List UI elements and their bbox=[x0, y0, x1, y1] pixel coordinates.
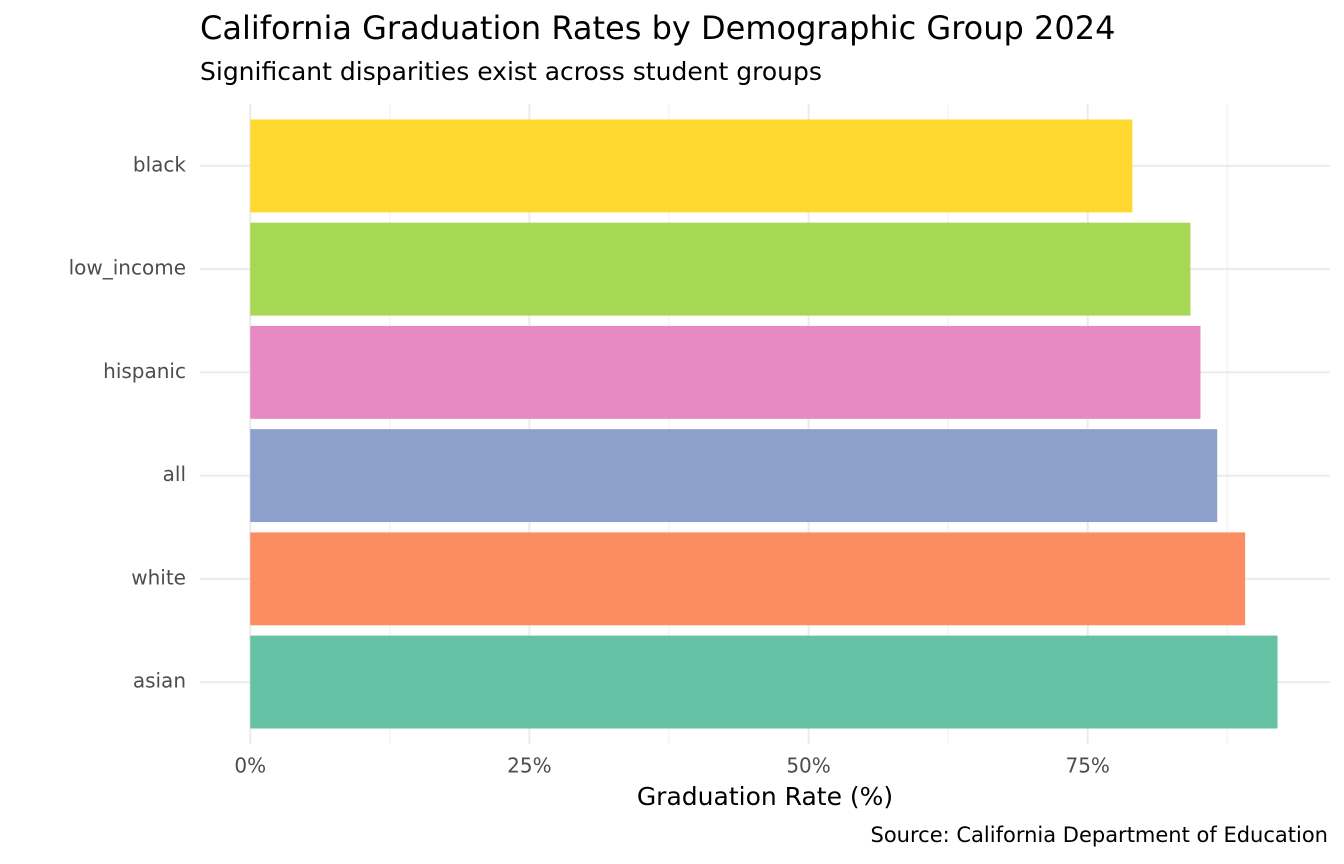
x-tick-label: 75% bbox=[1065, 754, 1109, 778]
bar bbox=[250, 532, 1246, 626]
y-tick-label: all bbox=[163, 462, 186, 486]
chart-title: California Graduation Rates by Demograph… bbox=[200, 9, 1115, 47]
y-tick-label: black bbox=[133, 152, 187, 176]
x-axis-title: Graduation Rate (%) bbox=[637, 782, 893, 811]
bar bbox=[250, 635, 1278, 729]
y-tick-label: low_income bbox=[69, 256, 186, 280]
y-tick-label: white bbox=[131, 565, 186, 589]
chart-subtitle: Significant disparities exist across stu… bbox=[200, 57, 822, 86]
bar bbox=[250, 119, 1133, 213]
x-tick-label: 0% bbox=[234, 754, 266, 778]
bar bbox=[250, 325, 1201, 419]
x-tick-label: 25% bbox=[507, 754, 551, 778]
caption: Source: California Department of Educati… bbox=[871, 823, 1329, 847]
y-tick-label: hispanic bbox=[103, 359, 186, 383]
y-tick-label: asian bbox=[133, 669, 186, 693]
x-tick-label: 50% bbox=[786, 754, 830, 778]
bar bbox=[250, 429, 1218, 523]
bar bbox=[250, 222, 1191, 316]
